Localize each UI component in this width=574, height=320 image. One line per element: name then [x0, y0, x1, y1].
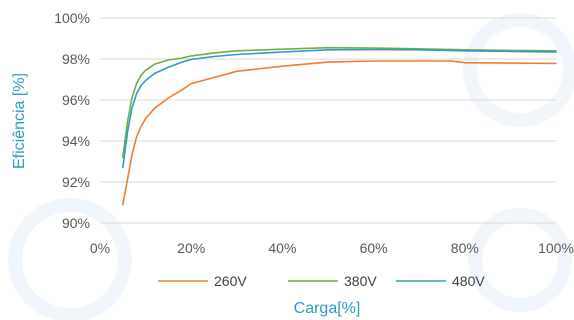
- x-tick-label: 100%: [538, 240, 574, 256]
- y-tick-label: 100%: [54, 10, 90, 26]
- y-tick-label: 90%: [62, 215, 90, 231]
- series-lines: [122, 46, 557, 206]
- y-tick-label: 96%: [62, 92, 90, 108]
- y-tick-label: 94%: [62, 133, 90, 149]
- y-tick-label: 98%: [62, 51, 90, 67]
- x-axis-title: Carga[%]: [294, 300, 361, 317]
- gridlines: [100, 17, 556, 224]
- series-line-480V: [122, 48, 557, 169]
- legend-label: 380V: [344, 273, 377, 289]
- x-tick-label: 80%: [451, 240, 479, 256]
- background-watermark: [8, 13, 574, 320]
- x-tick-label: 40%: [268, 240, 296, 256]
- y-axis-title: Eficiência [%]: [11, 73, 28, 169]
- y-axis-ticks: 90% 92% 94% 96% 98% 100%: [54, 10, 90, 231]
- y-tick-label: 92%: [62, 174, 90, 190]
- x-tick-label: 60%: [360, 240, 388, 256]
- series-line-260V: [122, 60, 557, 206]
- legend: 260V 380V 480V: [158, 273, 485, 289]
- legend-label: 260V: [214, 273, 247, 289]
- series-line-380V: [122, 46, 557, 159]
- x-tick-label: 20%: [177, 240, 205, 256]
- x-axis-ticks: 0% 20% 40% 60% 80% 100%: [90, 240, 574, 256]
- x-tick-label: 0%: [90, 240, 110, 256]
- legend-label: 480V: [452, 273, 485, 289]
